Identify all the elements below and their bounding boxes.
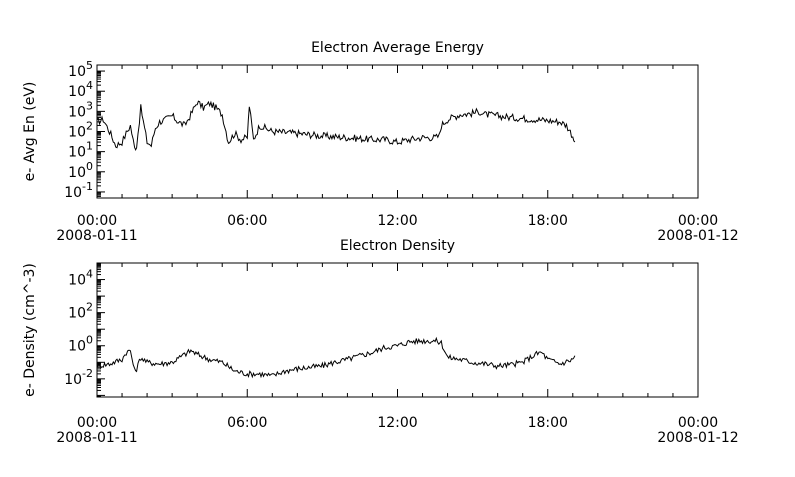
y-tick-label: 105	[68, 59, 93, 80]
x-tick-date-label: 2008-01-12	[657, 430, 738, 446]
panel-2: Electron Density e- Density (cm^-3) 10-2 10…	[22, 238, 739, 446]
x-tick-label: 12:00	[377, 213, 417, 229]
y-tick-label: 100	[68, 334, 93, 355]
series-line	[96, 100, 576, 151]
x-tick-label: 00:00	[77, 213, 117, 229]
y-axis-label: e- Density (cm^-3)	[22, 263, 38, 397]
x-tick-label: 00:00	[678, 213, 718, 229]
y-tick-label: 10-2	[64, 367, 93, 388]
x-tick-label: 18:00	[528, 415, 568, 431]
y-tick-label: 103	[68, 99, 93, 120]
y-tick-label: 102	[68, 301, 93, 322]
plot-frame	[96, 262, 699, 398]
series-line	[96, 336, 576, 379]
y-tick-label: 104	[68, 268, 93, 289]
y-tick-label: 100	[68, 160, 93, 181]
y-tick-label: 10-1	[64, 180, 93, 201]
y-axis-label: e- Avg En (eV)	[22, 82, 38, 182]
y-tick-label: 104	[68, 79, 93, 100]
x-tick-label: 12:00	[377, 415, 417, 431]
chart-title: Electron Density	[340, 238, 455, 254]
chart-title: Electron Average Energy	[311, 40, 484, 56]
plot-frame	[96, 64, 699, 199]
y-tick-label: 101	[68, 140, 93, 161]
x-tick-label: 18:00	[528, 213, 568, 229]
x-tick-date-label: 2008-01-11	[56, 228, 137, 244]
x-tick-date-label: 2008-01-11	[56, 430, 137, 446]
x-tick-label: 06:00	[227, 213, 267, 229]
x-tick-date-label: 2008-01-12	[657, 228, 738, 244]
y-tick-label: 102	[68, 120, 93, 141]
x-tick-label: 00:00	[77, 415, 117, 431]
x-tick-label: 00:00	[678, 415, 718, 431]
x-tick-label: 06:00	[227, 415, 267, 431]
panel-1: Electron Average Energy e- Avg En (eV) 10-…	[22, 40, 739, 244]
